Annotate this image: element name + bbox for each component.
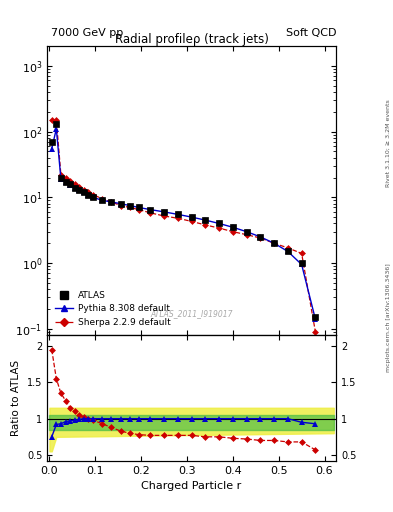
Text: Soft QCD: Soft QCD — [286, 28, 336, 38]
Text: ATLAS_2011_I919017: ATLAS_2011_I919017 — [151, 309, 233, 318]
Legend: ATLAS, Pythia 8.308 default, Sherpa 2.2.9 default: ATLAS, Pythia 8.308 default, Sherpa 2.2.… — [51, 287, 174, 331]
Text: Rivet 3.1.10; ≥ 3.2M events: Rivet 3.1.10; ≥ 3.2M events — [386, 99, 391, 187]
Title: Radial profileρ (track jets): Radial profileρ (track jets) — [115, 33, 268, 46]
Text: 7000 GeV pp: 7000 GeV pp — [51, 28, 123, 38]
X-axis label: Charged Particle r: Charged Particle r — [141, 481, 242, 491]
Y-axis label: Ratio to ATLAS: Ratio to ATLAS — [11, 360, 21, 436]
Text: mcplots.cern.ch [arXiv:1306.3436]: mcplots.cern.ch [arXiv:1306.3436] — [386, 263, 391, 372]
